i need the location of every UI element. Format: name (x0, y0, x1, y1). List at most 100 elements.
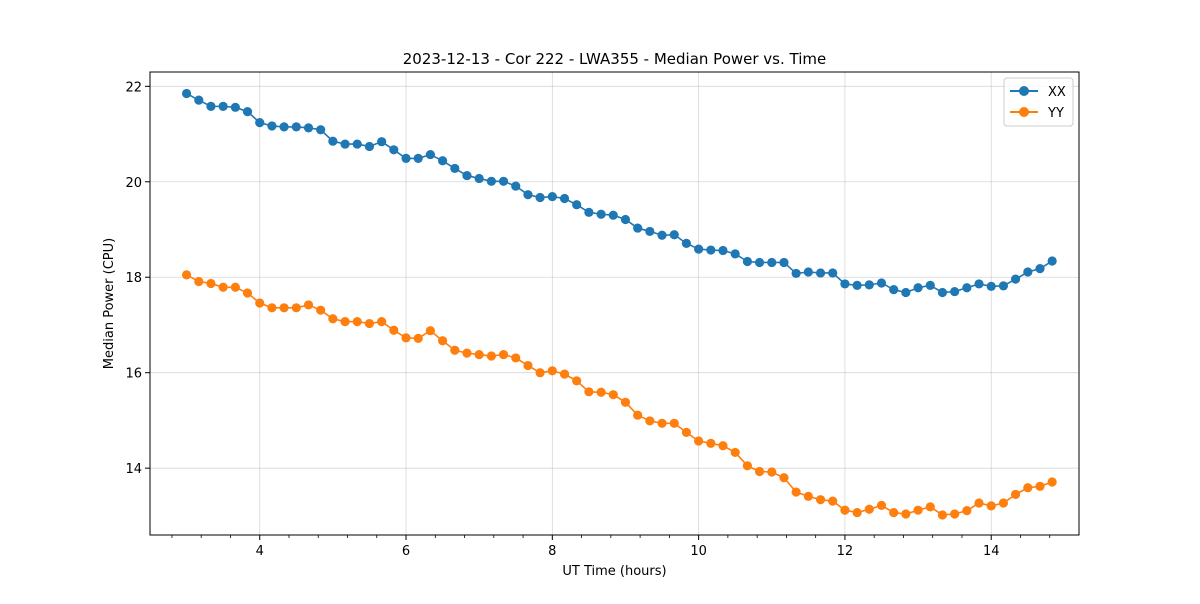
x-tick-label: 6 (402, 544, 410, 559)
data-point-xx (523, 190, 533, 200)
data-point-yy (633, 410, 643, 420)
data-point-xx (206, 101, 216, 111)
axis-ticks: 4 6 8 10 12 14 14 16 18 20 22 (125, 80, 1051, 559)
data-point-yy (998, 498, 1009, 508)
x-tick-label: 10 (690, 544, 707, 559)
data-point-yy (279, 303, 289, 313)
data-point-yy (681, 427, 692, 437)
data-point-xx (742, 256, 753, 267)
data-point-xx (303, 123, 314, 133)
data-point-yy (474, 349, 484, 360)
data-point-xx (718, 245, 728, 256)
data-point-yy (377, 317, 387, 327)
data-point-xx (352, 139, 362, 149)
data-point-xx (1047, 256, 1057, 266)
data-point-yy (828, 496, 838, 506)
data-point-yy (852, 507, 862, 518)
data-point-yy (486, 351, 496, 361)
series-xx (181, 88, 1057, 298)
data-point-xx (340, 139, 350, 149)
data-point-xx (730, 249, 740, 259)
data-point-yy (754, 466, 765, 477)
data-point-yy (401, 333, 411, 343)
series-yy (181, 270, 1057, 520)
data-point-yy (901, 509, 911, 519)
data-point-yy (657, 418, 667, 428)
data-point-xx (181, 88, 192, 99)
data-point-yy (925, 502, 935, 512)
data-point-yy (962, 506, 972, 516)
data-point-xx (815, 268, 826, 278)
data-point-yy (206, 278, 216, 289)
data-point-xx (328, 136, 338, 146)
data-point-xx (511, 181, 521, 191)
x-tick-label: 12 (837, 544, 854, 559)
data-point-xx (1010, 274, 1021, 284)
data-point-xx (779, 257, 789, 268)
data-point-xx (425, 149, 435, 160)
data-point-yy (352, 317, 362, 327)
x-tick-label: 14 (983, 544, 1000, 559)
legend: XX YY (1003, 77, 1074, 127)
data-point-xx (852, 280, 862, 290)
data-point-yy (291, 303, 301, 313)
data-point-yy (620, 397, 631, 407)
data-point-xx (974, 279, 984, 289)
data-point-yy (694, 436, 704, 446)
data-point-yy (767, 467, 777, 477)
data-point-yy (937, 510, 948, 520)
data-point-xx (242, 107, 253, 117)
data-point-xx (657, 230, 667, 240)
y-tick-label: 18 (125, 271, 142, 286)
y-axis-label: Median Power (CPU) (102, 238, 117, 369)
x-tick-label: 4 (256, 544, 264, 559)
data-point-yy (1023, 483, 1033, 493)
data-point-xx (450, 163, 460, 174)
data-point-yy (742, 461, 753, 471)
data-point-xx (681, 238, 692, 248)
data-point-xx (913, 283, 923, 293)
data-point-xx (706, 245, 716, 255)
data-point-xx (230, 102, 240, 112)
data-point-xx (401, 153, 411, 163)
data-point-xx (584, 207, 594, 217)
data-point-xx (486, 176, 496, 186)
data-point-xx (1023, 267, 1033, 277)
data-point-yy (267, 303, 277, 313)
data-point-xx (389, 145, 399, 155)
data-point-yy (730, 447, 740, 458)
data-point-yy (450, 345, 460, 355)
data-point-xx (950, 286, 960, 297)
data-point-yy (864, 504, 874, 514)
data-point-yy (328, 314, 338, 324)
data-point-yy (1035, 481, 1045, 491)
data-point-xx (669, 230, 679, 240)
data-point-xx (498, 176, 509, 186)
data-point-yy (974, 498, 984, 508)
data-point-xx (986, 281, 996, 291)
data-point-xx (596, 209, 606, 219)
data-point-yy (645, 416, 655, 426)
data-point-xx (1035, 264, 1045, 274)
data-point-xx (962, 283, 972, 293)
data-point-yy (547, 366, 557, 376)
data-point-yy (1047, 477, 1057, 487)
data-point-xx (291, 122, 301, 132)
data-point-xx (267, 121, 277, 131)
data-point-xx (791, 268, 801, 279)
data-point-xx (279, 122, 289, 132)
data-point-xx (377, 137, 387, 147)
data-point-yy (889, 507, 899, 518)
data-point-yy (913, 505, 923, 515)
data-point-xx (547, 191, 557, 202)
data-point-xx (633, 223, 643, 233)
y-tick-label: 20 (125, 176, 142, 191)
data-point-yy (230, 282, 240, 292)
data-point-yy (364, 318, 375, 329)
y-tick-label: 22 (125, 80, 142, 95)
data-point-xx (803, 267, 813, 277)
data-point-xx (608, 210, 618, 220)
data-point-xx (572, 200, 582, 210)
data-point-yy (669, 418, 679, 428)
